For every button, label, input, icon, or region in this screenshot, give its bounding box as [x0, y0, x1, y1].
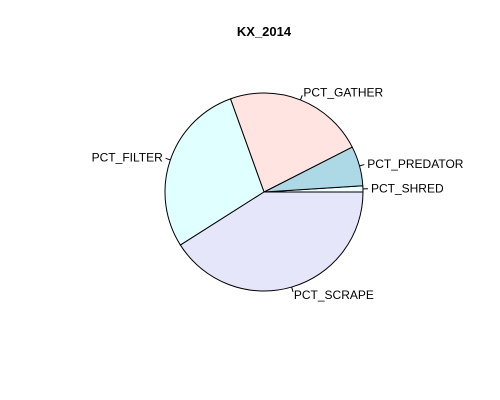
- pie-label-pct-scrape: PCT_SCRAPE: [294, 288, 374, 302]
- pie-slices: [164, 92, 364, 292]
- pie-label-pct-filter: PCT_FILTER: [92, 150, 163, 164]
- pie-label-pct-shred: PCT_SHRED: [371, 182, 444, 196]
- pie-tick-pct-predator: [359, 164, 365, 167]
- pie-tick-pct-filter: [165, 157, 171, 161]
- pie-slice-pct-scrape: [179, 191, 364, 292]
- chart-title: KX_2014: [237, 24, 292, 39]
- pie-tick-pct-gather: [299, 95, 303, 101]
- pie-label-pct-predator: PCT_PREDATOR: [367, 157, 464, 171]
- pie-tick-pct-scrape: [291, 286, 294, 293]
- pie-labels: PCT_SHRED PCT_PREDATOR PCT_GATHER PCT_FILTE…: [92, 86, 464, 302]
- pie-label-pct-gather: PCT_GATHER: [303, 86, 383, 100]
